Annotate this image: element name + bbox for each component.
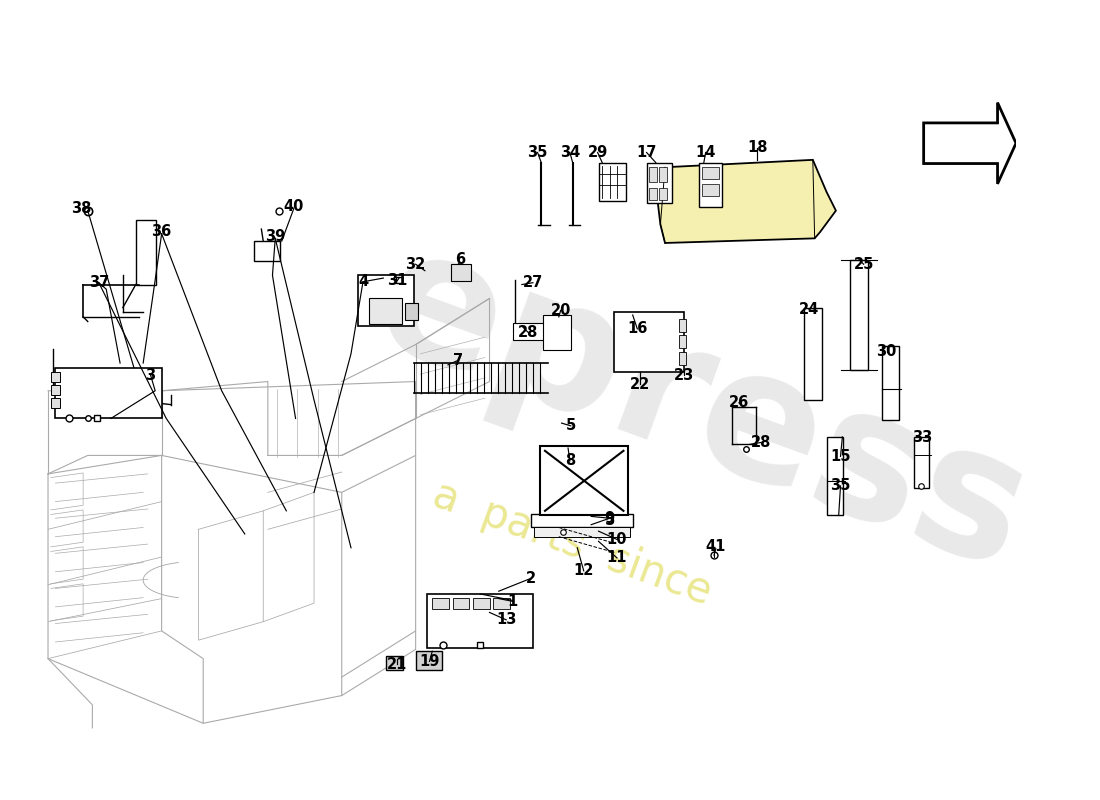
Text: 8: 8 bbox=[564, 454, 575, 469]
Text: epress: epress bbox=[353, 210, 1050, 608]
Bar bbox=[416, 651, 441, 670]
Text: 15: 15 bbox=[830, 449, 850, 464]
Text: 33: 33 bbox=[912, 430, 932, 446]
Text: 37: 37 bbox=[89, 275, 109, 290]
Bar bbox=[914, 437, 929, 488]
Bar bbox=[451, 264, 471, 281]
Text: 7: 7 bbox=[453, 353, 463, 368]
Text: 11: 11 bbox=[607, 550, 627, 566]
Text: 38: 38 bbox=[72, 202, 91, 216]
Text: 41: 41 bbox=[705, 539, 726, 554]
Text: 25: 25 bbox=[854, 257, 873, 272]
Text: 40: 40 bbox=[284, 199, 304, 214]
Bar bbox=[660, 167, 667, 182]
Text: 19: 19 bbox=[419, 654, 440, 669]
Bar bbox=[598, 162, 626, 202]
Text: 32: 32 bbox=[406, 257, 426, 272]
Polygon shape bbox=[658, 160, 836, 243]
Bar bbox=[882, 346, 899, 420]
Bar bbox=[135, 220, 156, 285]
Text: 24: 24 bbox=[799, 302, 820, 317]
Text: 5: 5 bbox=[565, 418, 576, 434]
Text: 39: 39 bbox=[265, 229, 285, 244]
Bar bbox=[405, 303, 418, 320]
Bar bbox=[531, 514, 632, 527]
Bar bbox=[827, 437, 844, 515]
Bar bbox=[473, 598, 490, 609]
Bar bbox=[614, 312, 683, 372]
Text: 3: 3 bbox=[145, 367, 155, 382]
Bar bbox=[679, 335, 686, 348]
Text: 36: 36 bbox=[152, 224, 172, 239]
Bar bbox=[617, 315, 681, 370]
Text: 28: 28 bbox=[518, 325, 539, 340]
Text: 31: 31 bbox=[387, 274, 407, 288]
Bar bbox=[55, 368, 162, 418]
Bar bbox=[513, 323, 550, 340]
Text: 10: 10 bbox=[607, 532, 627, 547]
Bar bbox=[432, 598, 449, 609]
Bar bbox=[660, 187, 667, 201]
Bar bbox=[702, 167, 718, 179]
Bar bbox=[51, 386, 60, 395]
Text: 27: 27 bbox=[522, 275, 543, 290]
Text: 5: 5 bbox=[605, 513, 615, 527]
Text: 26: 26 bbox=[729, 395, 749, 410]
Bar bbox=[427, 594, 532, 647]
Bar bbox=[386, 656, 403, 670]
Bar bbox=[702, 184, 718, 196]
Text: 13: 13 bbox=[496, 612, 516, 627]
Bar bbox=[647, 162, 672, 203]
Polygon shape bbox=[924, 102, 1016, 184]
Bar bbox=[700, 162, 723, 207]
Text: 4: 4 bbox=[358, 274, 368, 290]
Text: 34: 34 bbox=[560, 145, 580, 160]
Bar bbox=[452, 598, 470, 609]
Text: 16: 16 bbox=[627, 322, 648, 336]
Bar bbox=[679, 352, 686, 365]
Bar bbox=[649, 167, 657, 182]
Text: 17: 17 bbox=[637, 145, 657, 160]
Text: 35: 35 bbox=[830, 478, 850, 494]
Bar bbox=[534, 527, 630, 537]
Bar bbox=[370, 298, 402, 324]
Bar bbox=[649, 187, 657, 201]
Bar bbox=[254, 241, 279, 262]
Bar bbox=[51, 372, 60, 382]
Text: 29: 29 bbox=[587, 145, 607, 160]
Text: 30: 30 bbox=[877, 345, 896, 359]
Text: 12: 12 bbox=[573, 563, 594, 578]
Text: 22: 22 bbox=[630, 377, 650, 392]
Bar bbox=[679, 318, 686, 332]
Text: 35: 35 bbox=[527, 145, 548, 160]
Bar bbox=[51, 398, 60, 408]
Text: 18: 18 bbox=[747, 140, 768, 155]
Bar bbox=[850, 260, 868, 370]
Text: 2: 2 bbox=[526, 570, 536, 586]
Bar bbox=[359, 275, 414, 326]
Text: a  parts  since: a parts since bbox=[428, 473, 718, 613]
Text: 6: 6 bbox=[455, 252, 465, 267]
Text: 28: 28 bbox=[751, 435, 771, 450]
Text: 14: 14 bbox=[695, 145, 716, 160]
Text: 9: 9 bbox=[605, 510, 615, 526]
Bar bbox=[493, 598, 510, 609]
Text: 21: 21 bbox=[387, 657, 407, 672]
Bar bbox=[804, 308, 822, 400]
Bar bbox=[543, 315, 571, 350]
Text: 23: 23 bbox=[673, 367, 694, 382]
Text: 20: 20 bbox=[550, 303, 571, 318]
Bar bbox=[540, 446, 628, 515]
Text: 1: 1 bbox=[507, 594, 518, 609]
